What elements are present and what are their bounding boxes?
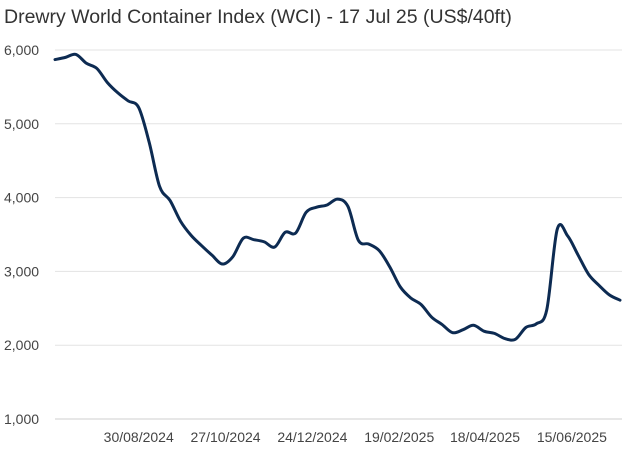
chart-title: Drewry World Container Index (WCI) - 17 … — [4, 6, 512, 28]
x-tick-label: 24/12/2024 — [277, 429, 347, 445]
x-tick-label: 27/10/2024 — [191, 429, 261, 445]
y-tick-label: 3,000 — [4, 263, 39, 279]
y-tick-label: 2,000 — [4, 337, 39, 353]
series-line-wci — [53, 52, 622, 342]
y-tick-label: 6,000 — [4, 42, 39, 58]
x-tick-label: 18/04/2025 — [450, 429, 520, 445]
y-tick-label: 1,000 — [4, 411, 39, 427]
x-tick-label: 19/02/2025 — [364, 429, 434, 445]
y-tick-label: 4,000 — [4, 190, 39, 206]
y-tick-label: 5,000 — [4, 116, 39, 132]
x-tick-label: 15/06/2025 — [537, 429, 607, 445]
x-tick-label: 30/08/2024 — [104, 429, 174, 445]
